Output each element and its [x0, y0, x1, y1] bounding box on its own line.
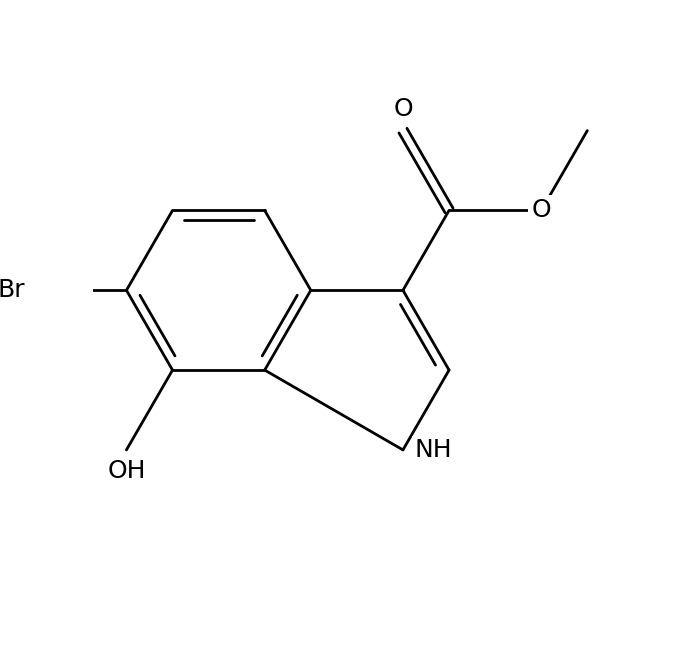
Text: NH: NH	[414, 438, 452, 462]
Text: O: O	[532, 198, 551, 222]
Text: Br: Br	[0, 278, 25, 302]
Text: OH: OH	[107, 459, 145, 483]
Text: O: O	[393, 97, 413, 121]
